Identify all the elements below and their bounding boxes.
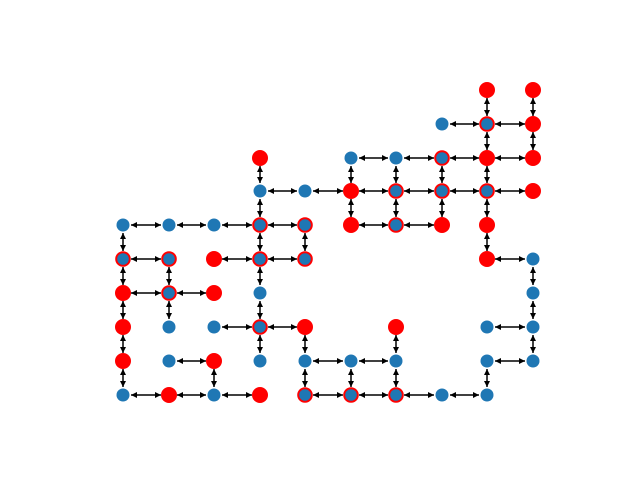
node bbox=[206, 251, 222, 267]
node bbox=[161, 387, 177, 403]
node bbox=[253, 184, 267, 198]
node bbox=[253, 354, 267, 368]
node bbox=[115, 319, 131, 335]
node bbox=[479, 82, 495, 98]
node bbox=[252, 150, 268, 166]
node bbox=[434, 150, 450, 166]
node bbox=[479, 217, 495, 233]
node bbox=[206, 353, 222, 369]
node bbox=[253, 286, 267, 300]
node bbox=[480, 388, 494, 402]
node bbox=[480, 354, 494, 368]
node bbox=[115, 353, 131, 369]
node bbox=[297, 319, 313, 335]
node bbox=[252, 319, 268, 335]
node bbox=[344, 151, 358, 165]
node bbox=[161, 251, 177, 267]
node bbox=[252, 251, 268, 267]
node bbox=[479, 116, 495, 132]
node bbox=[479, 183, 495, 199]
node bbox=[388, 217, 404, 233]
node bbox=[162, 354, 176, 368]
node bbox=[434, 183, 450, 199]
node bbox=[297, 251, 313, 267]
node bbox=[389, 354, 403, 368]
node bbox=[297, 387, 313, 403]
node bbox=[526, 286, 540, 300]
node bbox=[434, 217, 450, 233]
node bbox=[388, 319, 404, 335]
node bbox=[435, 117, 449, 131]
node bbox=[480, 320, 494, 334]
node bbox=[116, 218, 130, 232]
node bbox=[207, 218, 221, 232]
node bbox=[526, 320, 540, 334]
node bbox=[389, 151, 403, 165]
node bbox=[207, 320, 221, 334]
node bbox=[207, 388, 221, 402]
node bbox=[435, 388, 449, 402]
node bbox=[526, 354, 540, 368]
node bbox=[298, 354, 312, 368]
node bbox=[115, 251, 131, 267]
node bbox=[252, 387, 268, 403]
node bbox=[525, 116, 541, 132]
node bbox=[206, 285, 222, 301]
node bbox=[525, 82, 541, 98]
node bbox=[298, 184, 312, 198]
node bbox=[343, 217, 359, 233]
node bbox=[297, 217, 313, 233]
node bbox=[344, 354, 358, 368]
node bbox=[525, 150, 541, 166]
node bbox=[162, 320, 176, 334]
node bbox=[343, 387, 359, 403]
node bbox=[116, 388, 130, 402]
node bbox=[115, 285, 131, 301]
node bbox=[526, 252, 540, 266]
node bbox=[252, 217, 268, 233]
node bbox=[388, 387, 404, 403]
node bbox=[525, 183, 541, 199]
node bbox=[388, 183, 404, 199]
node bbox=[343, 183, 359, 199]
node bbox=[162, 218, 176, 232]
node bbox=[479, 251, 495, 267]
node bbox=[161, 285, 177, 301]
node bbox=[479, 150, 495, 166]
